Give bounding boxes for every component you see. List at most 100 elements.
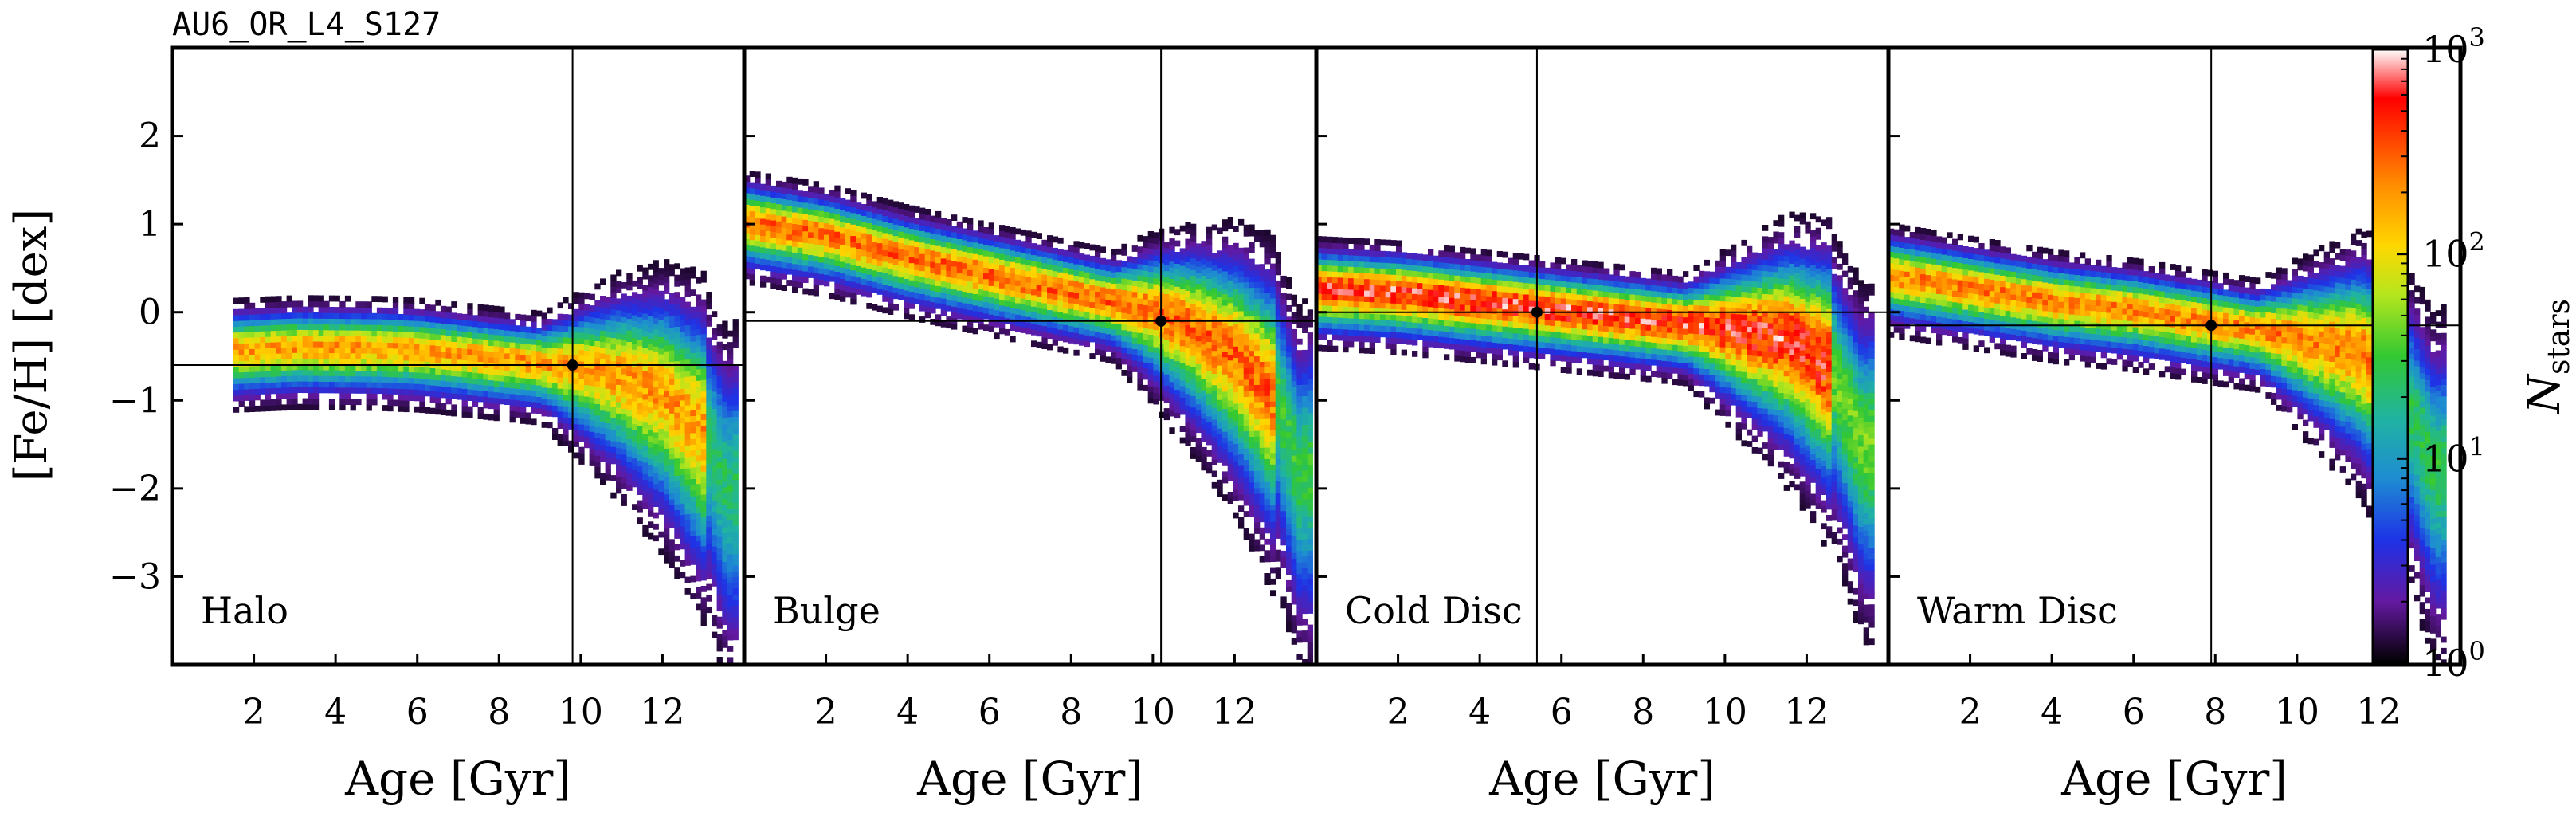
heatmap-cell xyxy=(292,392,298,399)
heatmap-cell xyxy=(1211,339,1217,345)
heatmap-cell xyxy=(781,238,787,245)
heatmap-cell xyxy=(765,184,771,191)
heatmap-cell xyxy=(265,393,272,400)
heatmap-cell xyxy=(1270,452,1276,459)
heatmap-cell xyxy=(706,406,712,413)
heatmap-cell xyxy=(488,345,495,352)
heatmap-cell xyxy=(1211,327,1217,334)
heatmap-cell xyxy=(1174,400,1181,407)
heatmap-cell xyxy=(716,536,723,543)
heatmap-cell xyxy=(716,513,723,520)
heatmap-cell xyxy=(292,318,298,324)
heatmap-cell xyxy=(770,265,777,273)
heatmap-cell xyxy=(451,381,457,388)
heatmap-cell xyxy=(797,258,803,265)
heatmap-cell xyxy=(658,417,665,423)
heatmap-cell xyxy=(690,541,696,548)
heatmap-cell xyxy=(1079,259,1085,266)
heatmap-cell xyxy=(1179,345,1186,352)
heatmap-cell xyxy=(520,418,527,424)
heatmap-cell xyxy=(1127,353,1133,360)
heatmap-cell xyxy=(700,608,707,615)
heatmap-cell xyxy=(876,242,883,249)
heatmap-cell xyxy=(1259,556,1265,563)
heatmap-cell xyxy=(648,327,654,333)
heatmap-cell xyxy=(1264,458,1271,465)
heatmap-cell xyxy=(493,340,500,347)
heatmap-cell xyxy=(744,198,751,205)
heatmap-cell xyxy=(445,306,452,313)
heatmap-cell xyxy=(477,407,484,414)
heatmap-cell xyxy=(600,296,606,302)
heatmap-cell xyxy=(904,267,910,273)
heatmap-cell xyxy=(594,461,601,468)
heatmap-cell xyxy=(904,312,910,320)
heatmap-cell xyxy=(802,219,809,226)
heatmap-cell xyxy=(578,292,585,299)
heatmap-cell xyxy=(1275,441,1281,447)
heatmap-cell xyxy=(504,324,511,331)
heatmap-cell xyxy=(414,383,420,390)
heatmap-cell xyxy=(732,559,739,566)
heatmap-cell xyxy=(1217,359,1223,366)
heatmap-cell xyxy=(829,269,835,277)
heatmap-cell xyxy=(727,554,734,560)
heatmap-cell xyxy=(696,546,702,553)
heatmap-cell xyxy=(732,605,739,612)
heatmap-cell xyxy=(1025,293,1032,300)
heatmap-cell xyxy=(1105,259,1112,266)
heatmap-cell xyxy=(472,383,479,391)
heatmap-cell xyxy=(1254,521,1261,528)
heatmap-cell xyxy=(536,356,543,363)
heatmap-cell xyxy=(664,522,670,529)
heatmap-cell xyxy=(1047,344,1053,351)
heatmap-cell xyxy=(1222,397,1229,403)
heatmap-cell xyxy=(440,375,447,381)
heatmap-cell xyxy=(312,398,320,405)
heatmap-cell xyxy=(270,376,276,383)
heatmap-cell xyxy=(1131,359,1138,367)
heatmap-cell xyxy=(308,335,314,342)
heatmap-cell xyxy=(1190,390,1197,396)
heatmap-cell xyxy=(1222,442,1229,450)
heatmap-cell xyxy=(1115,289,1122,295)
heatmap-cell xyxy=(1068,320,1074,327)
heatmap-cell xyxy=(1243,402,1249,409)
heatmap-cell xyxy=(1127,319,1133,326)
heatmap-cell xyxy=(818,256,825,263)
heatmap-cell xyxy=(308,300,314,308)
heatmap-cell xyxy=(994,269,1000,276)
heatmap-cell xyxy=(626,462,633,469)
heatmap-cell xyxy=(684,576,691,583)
heatmap-cell xyxy=(573,412,579,418)
heatmap-cell xyxy=(451,336,457,342)
heatmap-cell xyxy=(1073,338,1080,345)
heatmap-cell xyxy=(722,498,728,505)
heatmap-cell xyxy=(1068,257,1074,264)
heatmap-cell xyxy=(429,304,436,312)
heatmap-cell xyxy=(1238,471,1245,477)
heatmap-cell xyxy=(260,297,266,303)
heatmap-cell xyxy=(749,205,755,212)
heatmap-cell xyxy=(940,309,947,316)
heatmap-cell xyxy=(547,359,553,366)
heatmap-cell xyxy=(882,261,888,268)
heatmap-cell xyxy=(1015,320,1021,327)
heatmap-cell xyxy=(600,301,606,308)
heatmap-cell xyxy=(1233,391,1239,399)
heatmap-cell xyxy=(1147,397,1154,404)
heatmap-cell xyxy=(1036,324,1042,331)
heatmap-cell xyxy=(994,257,1000,265)
heatmap-cell xyxy=(674,423,680,430)
heatmap-cell xyxy=(1041,337,1048,344)
heatmap-cell xyxy=(674,544,680,551)
heatmap-cell xyxy=(1031,260,1037,267)
heatmap-cell xyxy=(589,448,595,455)
heatmap-cell xyxy=(1179,357,1186,363)
heatmap-cell xyxy=(1111,306,1117,312)
heatmap-cell xyxy=(914,286,920,293)
heatmap-cell xyxy=(648,390,654,396)
heatmap-cell xyxy=(276,341,282,348)
heatmap-cell xyxy=(451,410,457,417)
heatmap-cell xyxy=(680,279,686,286)
